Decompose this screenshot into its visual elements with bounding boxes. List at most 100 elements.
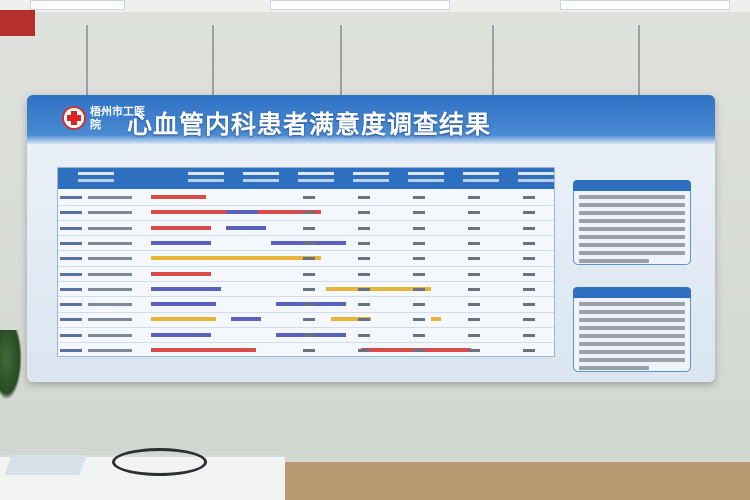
cell-value	[523, 333, 535, 337]
ceiling-light	[30, 0, 125, 10]
table-row	[58, 221, 554, 237]
cell-value	[358, 196, 370, 199]
text-line	[579, 243, 685, 247]
header-cell	[518, 172, 554, 175]
cell-value	[358, 257, 370, 261]
cell-value	[468, 303, 480, 307]
text-line	[579, 235, 685, 239]
row-label	[88, 303, 132, 307]
cell-value	[413, 333, 425, 337]
cell-value	[468, 272, 480, 276]
table-row	[58, 267, 554, 282]
results-table	[57, 167, 555, 359]
text-line	[579, 358, 685, 362]
bar	[151, 317, 216, 322]
hanging-wire	[638, 25, 640, 95]
plant	[0, 330, 22, 400]
text-line	[579, 342, 685, 346]
cell-value	[468, 349, 480, 352]
cell-value	[303, 241, 315, 245]
cell-value	[523, 241, 535, 245]
cell-value	[303, 211, 315, 215]
cell-value	[413, 241, 425, 245]
text-line	[579, 219, 685, 223]
bar	[151, 271, 211, 276]
text-line	[579, 366, 649, 370]
cell-value	[358, 333, 370, 337]
bar	[151, 256, 321, 261]
cell-value	[358, 287, 370, 291]
table-row	[58, 190, 554, 206]
panel-header	[573, 287, 691, 298]
row-label	[88, 196, 132, 199]
cell-value	[413, 211, 425, 215]
header-cell	[298, 172, 334, 175]
header-cell	[408, 172, 444, 175]
row-label	[88, 272, 132, 276]
ceiling	[0, 0, 750, 12]
cell-value	[468, 241, 480, 245]
text-line	[579, 318, 685, 322]
bar	[151, 210, 226, 215]
text-line	[579, 195, 685, 199]
cell-value	[468, 287, 480, 291]
cell-value	[413, 349, 425, 352]
cell-value	[413, 303, 425, 307]
cell-value	[358, 272, 370, 276]
bar	[151, 195, 206, 199]
table-row	[58, 282, 554, 298]
cell-value	[523, 318, 535, 322]
hospital-name: 梧州市工医院	[90, 105, 145, 131]
clipboard	[4, 455, 87, 475]
cell-value	[303, 349, 315, 352]
row-label	[88, 257, 132, 261]
row-label	[88, 211, 132, 215]
text-line	[579, 251, 685, 255]
bar	[431, 317, 441, 322]
row-id	[60, 272, 82, 276]
hospital-cross-logo-icon	[62, 106, 86, 130]
cell-value	[523, 226, 535, 230]
bar	[151, 286, 221, 291]
board-title: 心血管内科患者满意度调查结果	[127, 110, 492, 139]
table-row	[58, 312, 554, 328]
row-id	[60, 287, 82, 291]
row-label	[88, 287, 132, 291]
survey-board: 梧州市工医院 心血管内科患者满意度调查结果	[27, 95, 715, 382]
cell-value	[358, 349, 370, 352]
table-header	[58, 168, 554, 189]
cell-value	[523, 211, 535, 215]
cell-value	[358, 241, 370, 245]
cell-value	[303, 272, 315, 276]
bar	[258, 210, 321, 215]
cell-value	[523, 272, 535, 276]
row-label	[88, 349, 132, 352]
cell-value	[303, 257, 315, 261]
row-id	[60, 349, 82, 352]
text-line	[579, 259, 649, 263]
cell-value	[413, 318, 425, 322]
hanging-wire	[86, 25, 88, 95]
cell-value	[303, 318, 315, 322]
row-label	[88, 333, 132, 337]
table-row	[58, 236, 554, 252]
cell-value	[358, 303, 370, 307]
row-id	[60, 211, 82, 215]
bar	[226, 210, 258, 215]
bar	[331, 317, 371, 322]
row-label	[88, 226, 132, 230]
cell-value	[413, 196, 425, 199]
table-row	[58, 328, 554, 344]
hanging-wire	[212, 25, 214, 95]
info-panel-top	[573, 180, 691, 265]
header-cell	[188, 172, 224, 175]
bar	[151, 240, 211, 245]
header-cell	[243, 172, 279, 175]
bar	[226, 225, 266, 230]
cell-value	[358, 318, 370, 322]
table-row	[58, 297, 554, 313]
cell-value	[523, 257, 535, 261]
ceiling-light	[560, 0, 730, 10]
text-line	[579, 211, 685, 215]
hanging-wire	[340, 25, 342, 95]
